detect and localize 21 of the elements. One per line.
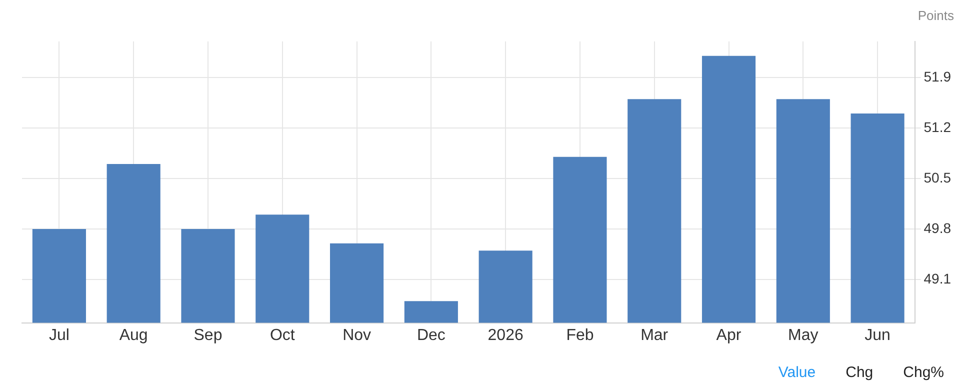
y-tick-label: 51.2 (924, 118, 952, 135)
x-tick-label: Mar (640, 326, 669, 344)
x-tick-label: 2026 (488, 326, 524, 344)
x-tick-label: Dec (416, 326, 446, 344)
y-tick-label: 49.8 (924, 220, 952, 236)
x-tick-label: Jun (864, 326, 890, 344)
x-tick-label: Apr (716, 326, 742, 344)
text: Chg% (903, 364, 944, 381)
y-axis-title: Points (916, 8, 954, 25)
text: Chg (846, 364, 874, 381)
x-tick-label: Jul (48, 326, 70, 344)
text: Value (778, 364, 816, 381)
x-tick-label: Nov (342, 326, 372, 344)
x-tick-label: Sep (194, 326, 222, 344)
x-tick-label: May (788, 326, 818, 344)
y-tick-label: 49.1 (924, 270, 952, 286)
x-tick-label: Aug (119, 326, 148, 344)
x-tick-label: Feb (566, 326, 594, 344)
y-tick-label: 51.9 (924, 68, 952, 84)
y-tick-label: 50.5 (924, 169, 952, 186)
x-tick-label: Oct (270, 326, 296, 344)
